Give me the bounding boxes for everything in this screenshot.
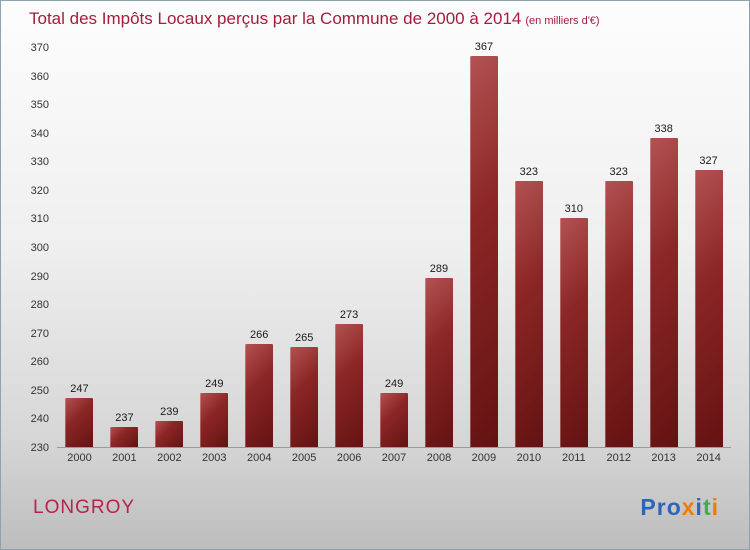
bar xyxy=(514,181,543,447)
bar xyxy=(110,427,139,447)
bar xyxy=(604,181,633,447)
x-labels: 2000 2001 2002 2003 2004 2005 2006 2007 2008 2009… xyxy=(57,452,731,464)
logo-letter: r xyxy=(656,494,667,520)
x-tick-label: 2001 xyxy=(112,452,137,464)
bar-value-label: 289 xyxy=(429,263,449,276)
bar-chart: 230 240 250 260 270 280 290 300 310 320 330 340 350 3… xyxy=(13,41,731,464)
bar-group: 327 xyxy=(686,155,731,447)
y-tick-label: 350 xyxy=(30,99,49,112)
bar-group: 323 xyxy=(506,166,551,447)
x-tick-label: 2011 xyxy=(561,452,586,464)
x-tick-label: 2006 xyxy=(336,452,362,464)
y-tick-label: 330 xyxy=(30,156,49,169)
y-tick-label: 320 xyxy=(30,184,49,197)
bar xyxy=(469,55,498,447)
bar-value-label: 338 xyxy=(654,123,673,136)
bar-value-label: 327 xyxy=(699,154,718,167)
bar-value-label: 273 xyxy=(339,309,359,322)
bar-group: 323 xyxy=(596,166,641,447)
bar xyxy=(155,421,184,447)
chart-plot-row: 230 240 250 260 270 280 290 300 310 320 330 340 350 3… xyxy=(13,41,731,454)
bar-group: 265 xyxy=(282,332,327,447)
bar-group: 310 xyxy=(551,203,596,447)
bar xyxy=(335,324,364,447)
chart-title-row: Total des Impôts Locaux perçus par la Co… xyxy=(29,9,739,29)
y-tick-label: 240 xyxy=(30,413,49,426)
bar-group: 247 xyxy=(57,383,102,447)
chart-subtitle: (en milliers d'€) xyxy=(525,15,600,27)
y-tick-label: 370 xyxy=(30,42,49,54)
bar-group: 249 xyxy=(192,378,237,447)
logo-letter: o xyxy=(666,494,682,520)
bar xyxy=(559,218,588,447)
plot-area: 247 237 239 249 266 265 273 249 289 367 323 310 323 3… xyxy=(57,41,731,448)
x-tick-label: 2003 xyxy=(202,452,227,464)
logo-letter: i xyxy=(711,494,719,520)
x-tick-label: 2002 xyxy=(157,452,182,464)
y-tick-label: 360 xyxy=(30,70,49,83)
y-tick-label: 280 xyxy=(30,299,49,312)
bar xyxy=(245,344,274,447)
y-tick-label: 260 xyxy=(30,356,49,369)
y-tick-label: 250 xyxy=(30,384,49,397)
bar-value-label: 310 xyxy=(564,203,583,216)
bar-value-label: 247 xyxy=(70,383,89,396)
y-tick-label: 290 xyxy=(30,270,49,283)
x-tick-label: 2014 xyxy=(696,452,721,464)
x-tick-label: 2004 xyxy=(246,452,272,464)
x-tick-label: 2000 xyxy=(67,452,92,464)
x-tick-label: 2009 xyxy=(471,452,497,464)
y-tick-label: 310 xyxy=(30,213,49,226)
y-tick-label: 230 xyxy=(30,442,49,454)
chart-title: Total des Impôts Locaux perçus par la Co… xyxy=(29,9,522,28)
bar xyxy=(380,392,409,447)
x-tick-label: 2012 xyxy=(606,452,631,464)
bar-value-label: 266 xyxy=(250,329,269,342)
bar xyxy=(65,398,94,447)
y-tick-label: 270 xyxy=(30,327,49,340)
y-tick-label: 340 xyxy=(30,127,49,140)
logo-letter: i xyxy=(695,494,703,520)
bar-group: 273 xyxy=(327,309,372,447)
bar-group: 249 xyxy=(372,378,417,447)
bar-value-label: 237 xyxy=(115,412,134,424)
x-axis: 2000 2001 2002 2003 2004 2005 2006 2007 2008 2009… xyxy=(13,448,731,464)
bar-group: 237 xyxy=(102,412,147,447)
bar-group: 367 xyxy=(461,41,506,447)
x-tick-label: 2005 xyxy=(291,452,317,464)
bar xyxy=(290,347,319,447)
bar-value-label: 249 xyxy=(384,377,404,390)
bar-group: 338 xyxy=(641,123,686,447)
y-axis: 230 240 250 260 270 280 290 300 310 320 330 340 350 3… xyxy=(13,42,57,454)
proxiti-logo: Proxiti xyxy=(640,494,719,521)
bar-value-label: 367 xyxy=(474,40,494,53)
bar-value-label: 323 xyxy=(519,166,539,179)
y-tick-label: 300 xyxy=(30,242,49,254)
logo-letter: x xyxy=(681,494,696,520)
bar-group: 239 xyxy=(147,406,192,447)
bar xyxy=(424,278,453,447)
chart-footer: LONGROY Proxiti xyxy=(1,494,749,521)
commune-name: LONGROY xyxy=(33,496,136,518)
x-tick-label: 2008 xyxy=(426,452,452,464)
bar xyxy=(649,138,678,447)
bar-value-label: 239 xyxy=(160,406,179,419)
bar-value-label: 249 xyxy=(205,377,224,390)
bar-value-label: 323 xyxy=(609,166,628,179)
x-tick-label: 2007 xyxy=(381,452,407,464)
x-tick-label: 2013 xyxy=(651,452,676,464)
bar xyxy=(694,169,723,447)
bar-group: 266 xyxy=(237,329,282,447)
bar-group: 289 xyxy=(417,263,462,447)
logo-letter: P xyxy=(640,494,657,520)
bar xyxy=(200,392,229,447)
logo-letter: t xyxy=(702,494,712,520)
bar-value-label: 265 xyxy=(294,332,314,344)
x-tick-label: 2010 xyxy=(516,452,542,464)
